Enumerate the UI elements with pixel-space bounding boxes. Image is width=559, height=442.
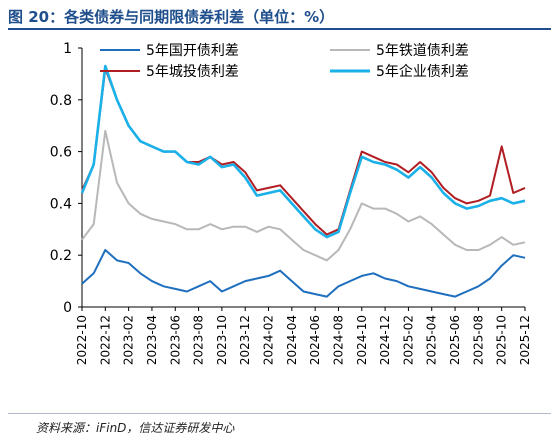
x-tick-label: 2024-10 [355,315,369,365]
y-tick-label: 1 [63,41,72,57]
source-divider [8,413,551,414]
series-line-0 [81,249,526,298]
y-tick-label: 0.4 [50,196,72,212]
title-bar: 图 20：各类债券与同期限债券利差（单位：%） [8,2,551,30]
x-tick-label: 2022-12 [98,315,112,365]
x-tick-label: 2023-12 [238,315,252,365]
line-chart: 0 0.2 0.4 0.6 0.8 1 2022-10 2022-12 2023-02 2023-… [50,41,532,365]
x-tick-label: 2023-10 [215,315,229,365]
series-line-1 [81,129,526,262]
source-note: 资料来源：iFinD，信达证券研发中心 [36,421,235,435]
x-tick-label: 2025-10 [495,315,509,365]
x-tick-label: 2025-06 [448,315,462,365]
x-tick-label: 2023-06 [168,315,182,365]
x-tick-label: 2024-06 [308,315,322,365]
x-tick-label: 2025-04 [425,315,439,365]
x-tick-label: 2023-08 [192,315,206,365]
series-line-3 [80,64,526,239]
figure-title: 图 20：各类债券与同期限债券利差（单位：%） [8,8,335,26]
legend-label: 5年国开债利差 [146,43,239,59]
y-tick-label: 0.8 [50,93,72,109]
x-tick-label: 2023-04 [145,315,159,365]
x-tick-label: 2025-08 [471,315,485,365]
series-layer [80,64,526,298]
x-tick-label: 2024-04 [285,315,299,365]
x-tick-label: 2025-12 [518,315,532,365]
series-line-2 [81,67,526,236]
legend-label: 5年城投债利差 [146,64,239,80]
x-tick-label: 2024-02 [262,315,276,365]
x-tick-label: 2023-02 [122,315,136,365]
x-tick-label: 2025-02 [401,315,415,365]
y-tick-label: 0.6 [50,145,72,161]
x-tick-label: 2024-08 [331,315,345,365]
legend-label: 5年铁道债利差 [376,43,469,59]
axes: 0 0.2 0.4 0.6 0.8 1 2022-10 2022-12 2023-02 2023-… [50,41,532,365]
x-tick-label: 2022-10 [75,315,89,365]
legend-label: 5年企业债利差 [376,63,469,80]
y-tick-label: 0.2 [50,248,72,264]
y-tick-label: 0 [63,300,72,316]
x-tick-label: 2024-12 [378,315,392,365]
legend: 5年国开债利差 5年铁道债利差 5年城投债利差 5年企业债利差 [100,43,469,80]
